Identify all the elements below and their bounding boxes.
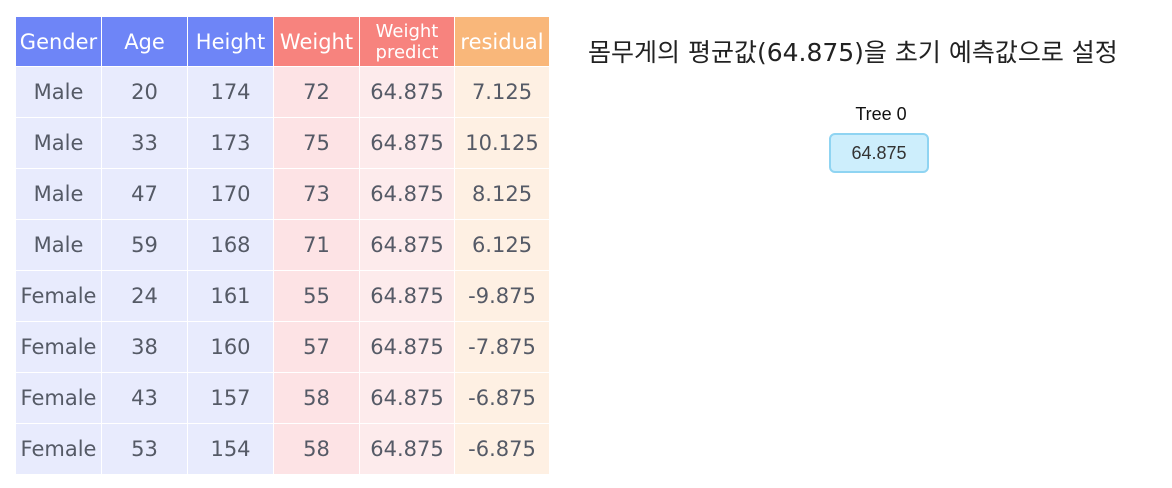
cell-age: 53 xyxy=(102,423,188,474)
tree-node: 64.875 xyxy=(829,133,929,173)
cell-height: 157 xyxy=(188,372,274,423)
cell-residual: -9.875 xyxy=(455,270,549,321)
cell-residual: 10.125 xyxy=(455,117,549,168)
header-weight-predict-line1: Weight xyxy=(375,20,439,42)
table-row: Male 20 174 72 64.875 7.125 xyxy=(16,66,549,117)
cell-weight: 57 xyxy=(274,321,360,372)
cell-age: 47 xyxy=(102,168,188,219)
header-weight-predict: Weight predict xyxy=(360,17,455,66)
cell-weight-predict: 64.875 xyxy=(360,372,455,423)
cell-age: 43 xyxy=(102,372,188,423)
table-row: Female 24 161 55 64.875 -9.875 xyxy=(16,270,549,321)
table-row: Male 59 168 71 64.875 6.125 xyxy=(16,219,549,270)
cell-height: 173 xyxy=(188,117,274,168)
cell-age: 59 xyxy=(102,219,188,270)
cell-height: 174 xyxy=(188,66,274,117)
cell-residual: 6.125 xyxy=(455,219,549,270)
tree-label: Tree 0 xyxy=(855,104,907,124)
table-header-row: Gender Age Height Weight Weight predict r… xyxy=(16,17,549,66)
cell-weight-predict: 64.875 xyxy=(360,423,455,474)
header-height: Height xyxy=(188,17,274,66)
header-weight: Weight xyxy=(274,17,360,66)
table-row: Male 47 170 73 64.875 8.125 xyxy=(16,168,549,219)
cell-height: 168 xyxy=(188,219,274,270)
cell-gender: Male xyxy=(16,66,102,117)
cell-height: 160 xyxy=(188,321,274,372)
cell-weight: 75 xyxy=(274,117,360,168)
cell-weight-predict: 64.875 xyxy=(360,66,455,117)
cell-weight-predict: 64.875 xyxy=(360,117,455,168)
header-age: Age xyxy=(102,17,188,66)
caption-text: 몸무게의 평균값(64.875)을 초기 예측값으로 설정 xyxy=(588,38,1118,67)
cell-height: 154 xyxy=(188,423,274,474)
cell-weight: 72 xyxy=(274,66,360,117)
cell-weight: 58 xyxy=(274,372,360,423)
cell-residual: -6.875 xyxy=(455,372,549,423)
cell-weight: 58 xyxy=(274,423,360,474)
header-gender: Gender xyxy=(16,17,102,66)
cell-age: 20 xyxy=(102,66,188,117)
cell-weight-predict: 64.875 xyxy=(360,270,455,321)
cell-gender: Female xyxy=(16,321,102,372)
tree-node-value: 64.875 xyxy=(851,142,907,163)
cell-residual: 8.125 xyxy=(455,168,549,219)
cell-weight-predict: 64.875 xyxy=(360,219,455,270)
cell-residual: 7.125 xyxy=(455,66,549,117)
cell-age: 24 xyxy=(102,270,188,321)
cell-height: 161 xyxy=(188,270,274,321)
cell-height: 170 xyxy=(188,168,274,219)
cell-age: 33 xyxy=(102,117,188,168)
cell-weight-predict: 64.875 xyxy=(360,321,455,372)
table-row: Female 53 154 58 64.875 -6.875 xyxy=(16,423,549,474)
cell-gender: Male xyxy=(16,117,102,168)
header-residual: residual xyxy=(455,17,549,66)
cell-gender: Male xyxy=(16,219,102,270)
cell-weight: 73 xyxy=(274,168,360,219)
table-row: Female 43 157 58 64.875 -6.875 xyxy=(16,372,549,423)
cell-gender: Female xyxy=(16,372,102,423)
cell-residual: -6.875 xyxy=(455,423,549,474)
cell-weight: 71 xyxy=(274,219,360,270)
cell-age: 38 xyxy=(102,321,188,372)
table-row: Male 33 173 75 64.875 10.125 xyxy=(16,117,549,168)
cell-weight-predict: 64.875 xyxy=(360,168,455,219)
header-weight-predict-line2: predict xyxy=(375,41,439,63)
cell-weight: 55 xyxy=(274,270,360,321)
cell-gender: Male xyxy=(16,168,102,219)
data-table: Gender Age Height Weight Weight predict r… xyxy=(16,17,549,474)
cell-gender: Female xyxy=(16,270,102,321)
cell-residual: -7.875 xyxy=(455,321,549,372)
cell-gender: Female xyxy=(16,423,102,474)
table-row: Female 38 160 57 64.875 -7.875 xyxy=(16,321,549,372)
